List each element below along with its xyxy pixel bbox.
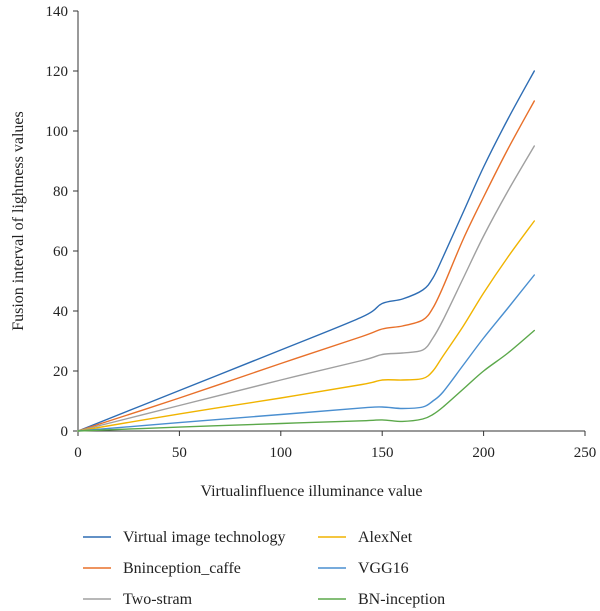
legend-item-4: VGG16 <box>318 560 409 577</box>
legend: Virtual image technology Bninception_caff… <box>83 529 445 608</box>
legend-label: VGG16 <box>358 560 409 577</box>
legend-label: AlexNet <box>358 529 413 546</box>
y-tick-label: 40 <box>53 304 68 320</box>
y-ticks: 0 20 40 60 80 100 120 140 <box>46 4 78 440</box>
y-tick-label: 0 <box>61 424 69 440</box>
x-tick-label: 200 <box>472 445 495 461</box>
series-line-4 <box>77 274 535 432</box>
legend-item-0: Virtual image technology <box>83 529 286 546</box>
x-tick-label: 150 <box>371 445 394 461</box>
y-tick-label: 80 <box>53 184 68 200</box>
legend-label: Bninception_caffe <box>123 560 241 577</box>
legend-label: Two-stram <box>123 591 193 608</box>
y-tick-label: 100 <box>46 124 69 140</box>
axes <box>77 11 585 432</box>
series-line-2 <box>77 145 535 432</box>
series-lines <box>77 70 535 432</box>
legend-label: BN-inception <box>358 591 445 608</box>
y-tick-label: 60 <box>53 244 68 260</box>
x-tick-label: 50 <box>172 445 187 461</box>
x-tick-label: 250 <box>574 445 597 461</box>
series-line-0 <box>77 70 535 432</box>
legend-item-3: AlexNet <box>318 529 413 546</box>
x-tick-label: 100 <box>270 445 293 461</box>
x-ticks: 0 50 100 150 200 250 <box>74 431 596 461</box>
legend-item-5: BN-inception <box>318 591 445 608</box>
y-axis-title: Fusion interval of lightness values <box>10 111 27 331</box>
y-tick-label: 120 <box>46 64 69 80</box>
legend-label: Virtual image technology <box>123 529 286 546</box>
x-axis-title: Virtualinfluence illuminance value <box>200 483 422 500</box>
legend-item-1: Bninception_caffe <box>83 560 241 577</box>
x-tick-label: 0 <box>74 445 82 461</box>
series-line-1 <box>77 100 535 432</box>
legend-item-2: Two-stram <box>83 591 193 608</box>
series-line-3 <box>77 220 535 432</box>
series-line-5 <box>77 329 535 432</box>
y-tick-label: 20 <box>53 364 68 380</box>
y-tick-label: 140 <box>46 4 69 20</box>
